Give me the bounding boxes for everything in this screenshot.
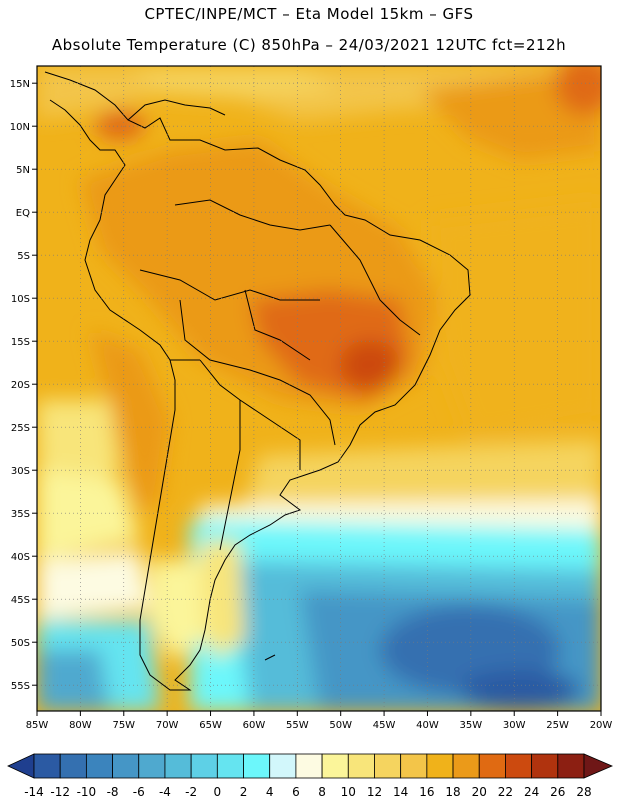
- lat-tick-label: 45S: [11, 595, 30, 606]
- lat-tick-label: 20S: [11, 380, 30, 391]
- lat-tick-label: 5N: [16, 165, 30, 176]
- lat-tick-label: 55S: [11, 681, 30, 692]
- colorbar-swatch: [374, 753, 402, 779]
- colorbar-label: -2: [185, 785, 197, 799]
- colorbar-label: 28: [576, 785, 591, 799]
- colorbar-swatch: [33, 753, 61, 779]
- coastlines: [44, 71, 471, 691]
- lon-tick-label: 25W: [546, 720, 569, 731]
- lon-tick-label: 65W: [199, 720, 222, 731]
- colorbar-swatch: [426, 753, 454, 779]
- colorbar-swatch: [505, 753, 533, 779]
- colorbar-swatch: [557, 753, 585, 779]
- colorbar-label: 20: [472, 785, 487, 799]
- colorbar-label: -8: [107, 785, 119, 799]
- colorbar-label: 6: [292, 785, 300, 799]
- colorbar-swatch: [295, 753, 323, 779]
- lat-tick-label: 50S: [11, 638, 30, 649]
- colorbar-swatch: [59, 753, 87, 779]
- lon-tick-label: 35W: [460, 720, 483, 731]
- colorbar-label: -6: [133, 785, 145, 799]
- lat-tick-label: 10N: [10, 122, 30, 133]
- colorbar: -14 -12 -10 -8 -6 -4 -2 0 2 4 6 8 10 12 14 16 18 20 22 24 26…: [7, 753, 614, 799]
- colorbar-right-arrow: [583, 753, 614, 779]
- colorbar-swatch: [112, 753, 140, 779]
- colorbar-swatch: [216, 753, 244, 779]
- lon-tick-label: 30W: [503, 720, 526, 731]
- colorbar-swatch: [347, 753, 375, 779]
- lon-tick-label: 50W: [329, 720, 352, 731]
- lat-tick-label: 5S: [17, 251, 30, 262]
- colorbar-swatch: [321, 753, 349, 779]
- lat-tick-label: 35S: [11, 509, 30, 520]
- colorbar-swatch: [452, 753, 480, 779]
- colorbar-swatch: [164, 753, 192, 779]
- colorbar-swatch: [269, 753, 297, 779]
- colorbar-label: 16: [419, 785, 434, 799]
- colorbar-swatch: [85, 753, 113, 779]
- lon-tick-label: 45W: [373, 720, 396, 731]
- colorbar-label: 26: [550, 785, 565, 799]
- lon-tick-label: 40W: [416, 720, 439, 731]
- colorbar-label: 14: [393, 785, 408, 799]
- colorbar-swatch: [190, 753, 218, 779]
- colorbar-label: 4: [266, 785, 274, 799]
- longitude-axis: 85W 80W 75W 70W 65W 60W 55W 50W 45W 40W 35W 30W 25W 2…: [26, 711, 613, 731]
- colorbar-label: -12: [50, 785, 70, 799]
- map-frame: [36, 65, 602, 712]
- lat-tick-label: 15S: [11, 337, 30, 348]
- lat-tick-label: 40S: [11, 552, 30, 563]
- colorbar-swatch: [531, 753, 559, 779]
- colorbar-label: 8: [318, 785, 326, 799]
- latitude-axis: 15N 10N 5N EQ 5S 10S 15S 20S 25S 30S 35S 40S 45S 50S 5…: [10, 79, 37, 692]
- lon-tick-label: 70W: [156, 720, 179, 731]
- colorbar-swatch: [478, 753, 506, 779]
- colorbar-label: 12: [367, 785, 382, 799]
- colorbar-label: 24: [524, 785, 539, 799]
- lon-tick-label: 80W: [69, 720, 92, 731]
- lat-tick-label: 10S: [11, 294, 30, 305]
- temperature-field: [37, 66, 601, 711]
- colorbar-label: -10: [77, 785, 97, 799]
- colorbar-swatch: [400, 753, 428, 779]
- lon-tick-label: 55W: [286, 720, 309, 731]
- colorbar-label: 0: [214, 785, 222, 799]
- lon-tick-label: 20W: [590, 720, 613, 731]
- colorbar-label: 10: [341, 785, 356, 799]
- lat-tick-label: EQ: [16, 208, 30, 219]
- colorbar-label: 2: [240, 785, 248, 799]
- lon-tick-label: 60W: [243, 720, 266, 731]
- lon-tick-label: 75W: [112, 720, 135, 731]
- title-line-2: Absolute Temperature (C) 850hPa – 24/03/…: [51, 36, 567, 54]
- colorbar-label: -14: [24, 785, 44, 799]
- lat-tick-label: 30S: [11, 466, 30, 477]
- colorbar-swatch: [138, 753, 166, 779]
- colorbar-swatch: [243, 753, 271, 779]
- title-line-1: CPTEC/INPE/MCT – Eta Model 15km – GFS: [144, 5, 474, 23]
- colorbar-label: 18: [445, 785, 460, 799]
- lat-tick-label: 15N: [10, 79, 30, 90]
- colorbar-label: 22: [498, 785, 513, 799]
- colorbar-left-arrow: [7, 753, 35, 779]
- lon-tick-label: 85W: [26, 720, 49, 731]
- lat-tick-label: 25S: [11, 423, 30, 434]
- colorbar-label: -4: [159, 785, 171, 799]
